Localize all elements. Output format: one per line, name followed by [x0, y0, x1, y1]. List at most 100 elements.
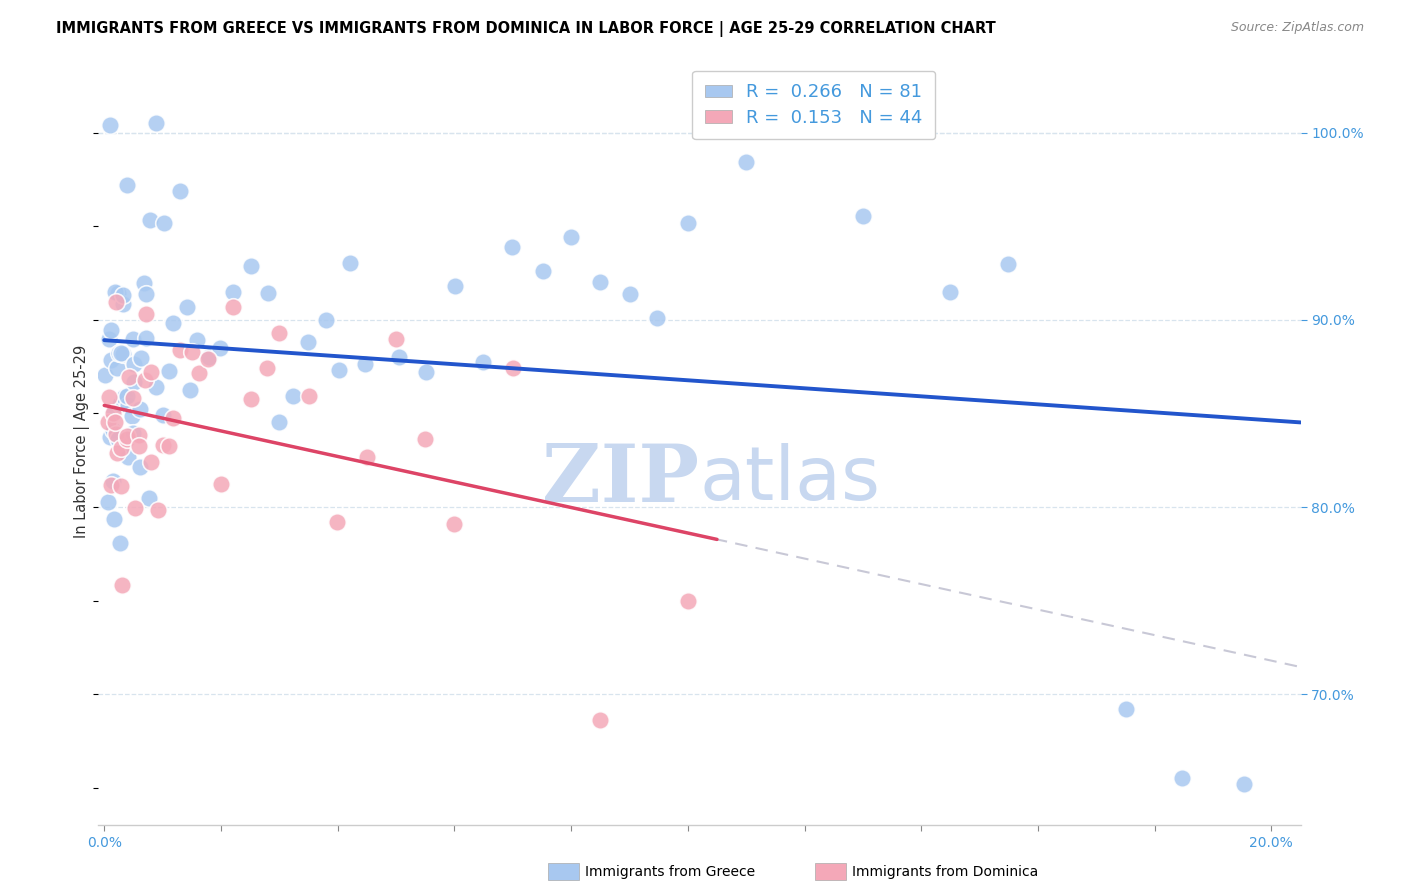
Point [356, 450, 378, 464]
Point [209, 476, 232, 491]
Point [152, 216, 174, 230]
Point [443, 517, 465, 532]
Point [197, 350, 219, 364]
Point [388, 350, 411, 364]
Point [110, 536, 132, 550]
Point [100, 352, 122, 367]
Point [678, 593, 700, 607]
Text: Immigrants from Greece: Immigrants from Greece [585, 865, 755, 880]
Point [122, 426, 145, 441]
Legend: R =  0.266   N = 81, R =  0.153   N = 44: R = 0.266 N = 81, R = 0.153 N = 44 [692, 70, 935, 139]
Point [141, 455, 163, 469]
Point [176, 300, 198, 314]
Point [187, 366, 209, 380]
Point [179, 383, 201, 397]
Point [117, 398, 139, 412]
Point [169, 343, 191, 358]
Point [938, 285, 960, 299]
Point [129, 401, 152, 416]
Text: IMMIGRANTS FROM GREECE VS IMMIGRANTS FROM DOMINICA IN LABOR FORCE | AGE 25-29 CO: IMMIGRANTS FROM GREECE VS IMMIGRANTS FRO… [56, 21, 995, 37]
Point [146, 503, 169, 517]
Point [104, 415, 127, 429]
Point [678, 216, 700, 230]
Point [104, 427, 127, 442]
Point [240, 259, 263, 273]
Point [239, 392, 262, 407]
Point [105, 360, 128, 375]
Point [415, 433, 437, 447]
Point [197, 352, 219, 367]
Point [471, 355, 494, 369]
Point [101, 424, 124, 438]
Point [145, 380, 167, 394]
Point [139, 365, 162, 379]
Point [256, 361, 278, 376]
Point [415, 365, 437, 379]
Point [122, 376, 145, 390]
Point [134, 373, 156, 387]
Point [152, 408, 174, 422]
Point [98, 390, 121, 404]
Point [385, 332, 408, 346]
Text: Source: ZipAtlas.com: Source: ZipAtlas.com [1230, 21, 1364, 35]
Point [794, 116, 817, 130]
Point [100, 478, 122, 492]
Point [208, 342, 231, 356]
Point [111, 288, 134, 302]
Point [110, 442, 132, 456]
Point [339, 255, 361, 269]
Point [589, 275, 612, 289]
Text: Immigrants from Dominica: Immigrants from Dominica [852, 865, 1038, 880]
Point [97, 415, 120, 429]
Point [354, 357, 377, 371]
Point [97, 332, 120, 346]
Point [152, 438, 174, 452]
Point [326, 515, 349, 529]
Point [169, 184, 191, 198]
Point [115, 178, 138, 192]
Point [138, 212, 160, 227]
Point [105, 446, 128, 460]
Point [108, 346, 131, 360]
Point [222, 300, 245, 314]
Point [111, 297, 134, 311]
Point [97, 495, 120, 509]
Point [108, 396, 131, 410]
Point [103, 406, 125, 420]
Point [128, 439, 150, 453]
Point [103, 511, 125, 525]
Point [1233, 777, 1256, 791]
Point [138, 491, 160, 505]
Point [104, 294, 127, 309]
Point [1171, 772, 1194, 786]
Point [531, 263, 554, 277]
Point [186, 333, 208, 347]
Point [117, 450, 139, 465]
Point [162, 411, 184, 425]
Point [852, 209, 875, 223]
Point [135, 331, 157, 345]
Point [162, 317, 184, 331]
Point [124, 500, 146, 515]
Point [100, 430, 122, 444]
Point [257, 285, 280, 300]
Point [645, 310, 668, 325]
Point [103, 474, 125, 488]
Point [181, 344, 204, 359]
Point [128, 428, 150, 442]
Point [110, 479, 132, 493]
Point [502, 360, 524, 375]
Point [157, 439, 180, 453]
Point [145, 116, 167, 130]
Text: ZIP: ZIP [543, 441, 699, 519]
Point [111, 578, 134, 592]
Point [997, 257, 1019, 271]
Point [135, 307, 157, 321]
Point [121, 409, 143, 424]
Point [111, 346, 134, 360]
Point [103, 285, 125, 299]
Point [315, 313, 337, 327]
Point [298, 389, 321, 403]
Point [267, 326, 290, 340]
Point [121, 332, 143, 346]
